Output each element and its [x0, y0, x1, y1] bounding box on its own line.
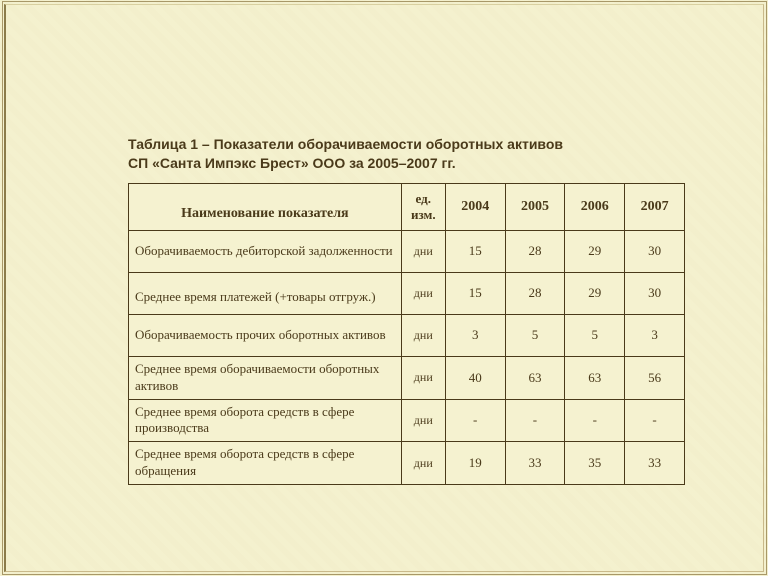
cell-name: Оборачиваемость прочих оборотных активов — [129, 314, 402, 356]
cell-name: Среднее время оборачиваемости оборотных … — [129, 356, 402, 399]
table-row: Среднее время оборота средств в сфере об… — [129, 442, 685, 485]
cell-unit: дни — [401, 314, 445, 356]
cell-2006: 63 — [565, 356, 625, 399]
cell-unit: дни — [401, 356, 445, 399]
cell-2007: 56 — [625, 356, 685, 399]
table-header-row: Наименование показателя ед. изм. 2004 20… — [129, 183, 685, 230]
table-row: Среднее время оборота средств в сфере пр… — [129, 399, 685, 442]
document-content: Таблица 1 – Показатели оборачиваемости о… — [128, 135, 682, 485]
table-row: Среднее время оборачиваемости оборотных … — [129, 356, 685, 399]
col-header-2006: 2006 — [565, 183, 625, 230]
cell-2004: 40 — [445, 356, 505, 399]
table-title: Таблица 1 – Показатели оборачиваемости о… — [128, 135, 682, 173]
cell-2004: - — [445, 399, 505, 442]
cell-2005: 33 — [505, 442, 565, 485]
cell-2007: - — [625, 399, 685, 442]
col-header-unit: ед. изм. — [401, 183, 445, 230]
cell-name: Среднее время оборота средств в сфере пр… — [129, 399, 402, 442]
col-header-2005: 2005 — [505, 183, 565, 230]
cell-2005: - — [505, 399, 565, 442]
table-row: Среднее время платежей (+товары отгруж.)… — [129, 272, 685, 314]
table-row: Оборачиваемость дебиторской задолженност… — [129, 230, 685, 272]
cell-2007: 3 — [625, 314, 685, 356]
cell-2004: 15 — [445, 272, 505, 314]
cell-2004: 15 — [445, 230, 505, 272]
cell-2007: 33 — [625, 442, 685, 485]
cell-2006: 29 — [565, 230, 625, 272]
cell-unit: дни — [401, 230, 445, 272]
cell-2004: 19 — [445, 442, 505, 485]
cell-2007: 30 — [625, 230, 685, 272]
cell-2006: 5 — [565, 314, 625, 356]
cell-unit: дни — [401, 272, 445, 314]
turnover-table: Наименование показателя ед. изм. 2004 20… — [128, 183, 685, 485]
table-body: Оборачиваемость дебиторской задолженност… — [129, 230, 685, 484]
cell-2006: 35 — [565, 442, 625, 485]
cell-2005: 5 — [505, 314, 565, 356]
cell-2005: 28 — [505, 272, 565, 314]
table-row: Оборачиваемость прочих оборотных активов… — [129, 314, 685, 356]
col-header-2007: 2007 — [625, 183, 685, 230]
cell-2007: 30 — [625, 272, 685, 314]
title-line-1: Таблица 1 – Показатели оборачиваемости о… — [128, 136, 563, 152]
cell-unit: дни — [401, 442, 445, 485]
cell-name: Среднее время оборота средств в сфере об… — [129, 442, 402, 485]
cell-2006: 29 — [565, 272, 625, 314]
cell-2005: 28 — [505, 230, 565, 272]
cell-name: Среднее время платежей (+товары отгруж.) — [129, 272, 402, 314]
col-header-2004: 2004 — [445, 183, 505, 230]
cell-2004: 3 — [445, 314, 505, 356]
cell-name: Оборачиваемость дебиторской задолженност… — [129, 230, 402, 272]
title-line-2: СП «Санта Импэкс Брест» ООО за 2005–2007… — [128, 155, 456, 171]
col-header-name: Наименование показателя — [129, 183, 402, 230]
cell-unit: дни — [401, 399, 445, 442]
cell-2006: - — [565, 399, 625, 442]
cell-2005: 63 — [505, 356, 565, 399]
